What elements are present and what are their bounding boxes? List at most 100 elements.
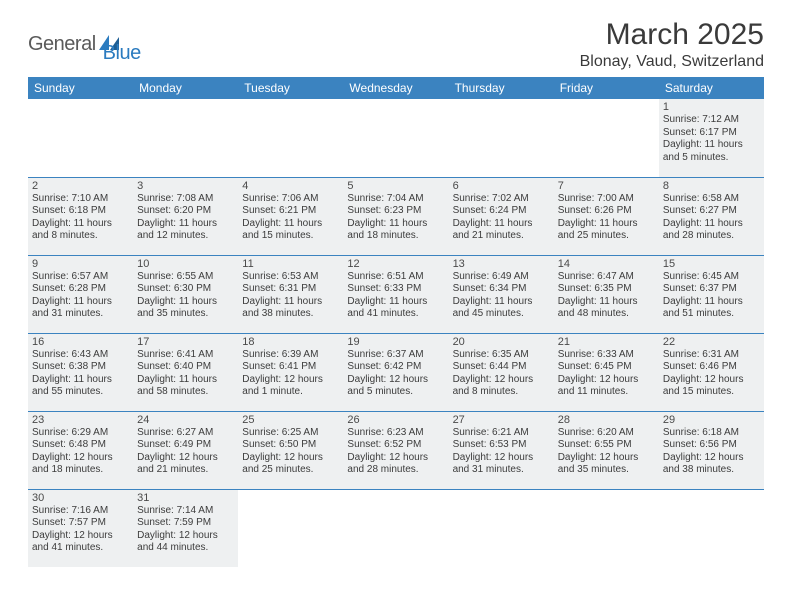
day-number: 14 [558, 258, 655, 270]
sunset-text: Sunset: 6:31 PM [242, 283, 339, 296]
day-number: 3 [137, 180, 234, 192]
daylight-text: and 41 minutes. [347, 308, 444, 321]
daylight-text: and 38 minutes. [242, 308, 339, 321]
empty-content [133, 99, 238, 177]
daylight-text: Daylight: 11 hours [453, 218, 550, 231]
calendar-empty-cell [343, 99, 448, 177]
calendar-day-cell: 18Sunrise: 6:39 AMSunset: 6:41 PMDayligh… [238, 333, 343, 411]
calendar-week-row: 2Sunrise: 7:10 AMSunset: 6:18 PMDaylight… [28, 177, 764, 255]
daylight-text: Daylight: 12 hours [663, 452, 760, 465]
daylight-text: Daylight: 11 hours [242, 218, 339, 231]
day-number: 24 [137, 414, 234, 426]
daylight-text: and 18 minutes. [32, 464, 129, 477]
daylight-text: Daylight: 11 hours [137, 218, 234, 231]
calendar-day-cell: 26Sunrise: 6:23 AMSunset: 6:52 PMDayligh… [343, 411, 448, 489]
sunrise-text: Sunrise: 7:10 AM [32, 193, 129, 206]
sunset-text: Sunset: 6:21 PM [242, 205, 339, 218]
sunset-text: Sunset: 6:52 PM [347, 439, 444, 452]
sunrise-text: Sunrise: 6:27 AM [137, 427, 234, 440]
day-number: 28 [558, 414, 655, 426]
sunset-text: Sunset: 6:49 PM [137, 439, 234, 452]
calendar-day-cell: 31Sunrise: 7:14 AMSunset: 7:59 PMDayligh… [133, 489, 238, 567]
calendar-week-row: 30Sunrise: 7:16 AMSunset: 7:57 PMDayligh… [28, 489, 764, 567]
sunrise-text: Sunrise: 6:20 AM [558, 427, 655, 440]
day-content: 22Sunrise: 6:31 AMSunset: 6:46 PMDayligh… [659, 334, 764, 411]
daylight-text: Daylight: 11 hours [453, 296, 550, 309]
daylight-text: and 21 minutes. [453, 230, 550, 243]
calendar-page: General Blue March 2025 Blonay, Vaud, Sw… [0, 0, 792, 612]
calendar-day-cell: 25Sunrise: 6:25 AMSunset: 6:50 PMDayligh… [238, 411, 343, 489]
sunrise-text: Sunrise: 7:14 AM [137, 505, 234, 518]
sunrise-text: Sunrise: 6:45 AM [663, 271, 760, 284]
sunrise-text: Sunrise: 6:53 AM [242, 271, 339, 284]
daylight-text: and 18 minutes. [347, 230, 444, 243]
day-content: 14Sunrise: 6:47 AMSunset: 6:35 PMDayligh… [554, 256, 659, 333]
daylight-text: Daylight: 12 hours [347, 452, 444, 465]
calendar-empty-cell [28, 99, 133, 177]
calendar-body: 1Sunrise: 7:12 AMSunset: 6:17 PMDaylight… [28, 99, 764, 567]
day-content: 6Sunrise: 7:02 AMSunset: 6:24 PMDaylight… [449, 178, 554, 255]
sunrise-text: Sunrise: 6:51 AM [347, 271, 444, 284]
sunset-text: Sunset: 6:26 PM [558, 205, 655, 218]
sunrise-text: Sunrise: 6:18 AM [663, 427, 760, 440]
empty-content [343, 99, 448, 177]
calendar-day-cell: 2Sunrise: 7:10 AMSunset: 6:18 PMDaylight… [28, 177, 133, 255]
day-content: 23Sunrise: 6:29 AMSunset: 6:48 PMDayligh… [28, 412, 133, 489]
day-number: 31 [137, 492, 234, 504]
daylight-text: Daylight: 12 hours [242, 374, 339, 387]
day-number: 13 [453, 258, 550, 270]
daylight-text: Daylight: 11 hours [242, 296, 339, 309]
day-number: 1 [663, 101, 760, 113]
day-content: 18Sunrise: 6:39 AMSunset: 6:41 PMDayligh… [238, 334, 343, 411]
day-content: 7Sunrise: 7:00 AMSunset: 6:26 PMDaylight… [554, 178, 659, 255]
sunset-text: Sunset: 7:57 PM [32, 517, 129, 530]
calendar-day-cell: 16Sunrise: 6:43 AMSunset: 6:38 PMDayligh… [28, 333, 133, 411]
empty-content [28, 99, 133, 177]
sunrise-text: Sunrise: 7:12 AM [663, 114, 760, 127]
sunset-text: Sunset: 6:28 PM [32, 283, 129, 296]
daylight-text: and 31 minutes. [32, 308, 129, 321]
calendar-day-cell: 13Sunrise: 6:49 AMSunset: 6:34 PMDayligh… [449, 255, 554, 333]
calendar-week-row: 16Sunrise: 6:43 AMSunset: 6:38 PMDayligh… [28, 333, 764, 411]
daylight-text: and 5 minutes. [663, 152, 760, 165]
sunset-text: Sunset: 6:55 PM [558, 439, 655, 452]
day-content: 27Sunrise: 6:21 AMSunset: 6:53 PMDayligh… [449, 412, 554, 489]
daylight-text: and 15 minutes. [663, 386, 760, 399]
daylight-text: Daylight: 12 hours [137, 452, 234, 465]
day-number: 17 [137, 336, 234, 348]
calendar-day-cell: 4Sunrise: 7:06 AMSunset: 6:21 PMDaylight… [238, 177, 343, 255]
weekday-header: Saturday [659, 77, 764, 99]
sunset-text: Sunset: 6:18 PM [32, 205, 129, 218]
day-number: 9 [32, 258, 129, 270]
daylight-text: and 21 minutes. [137, 464, 234, 477]
day-content: 26Sunrise: 6:23 AMSunset: 6:52 PMDayligh… [343, 412, 448, 489]
sunrise-text: Sunrise: 6:37 AM [347, 349, 444, 362]
daylight-text: and 51 minutes. [663, 308, 760, 321]
day-content: 11Sunrise: 6:53 AMSunset: 6:31 PMDayligh… [238, 256, 343, 333]
calendar-day-cell: 5Sunrise: 7:04 AMSunset: 6:23 PMDaylight… [343, 177, 448, 255]
empty-content [554, 490, 659, 568]
calendar-day-cell: 24Sunrise: 6:27 AMSunset: 6:49 PMDayligh… [133, 411, 238, 489]
daylight-text: and 15 minutes. [242, 230, 339, 243]
sunrise-text: Sunrise: 6:39 AM [242, 349, 339, 362]
sunrise-text: Sunrise: 6:47 AM [558, 271, 655, 284]
sunset-text: Sunset: 6:37 PM [663, 283, 760, 296]
page-header: General Blue March 2025 Blonay, Vaud, Sw… [28, 18, 764, 71]
calendar-empty-cell [343, 489, 448, 567]
calendar-empty-cell [659, 489, 764, 567]
sunset-text: Sunset: 6:30 PM [137, 283, 234, 296]
day-content: 10Sunrise: 6:55 AMSunset: 6:30 PMDayligh… [133, 256, 238, 333]
sunset-text: Sunset: 6:53 PM [453, 439, 550, 452]
sunset-text: Sunset: 7:59 PM [137, 517, 234, 530]
day-content: 19Sunrise: 6:37 AMSunset: 6:42 PMDayligh… [343, 334, 448, 411]
calendar-day-cell: 23Sunrise: 6:29 AMSunset: 6:48 PMDayligh… [28, 411, 133, 489]
day-content: 9Sunrise: 6:57 AMSunset: 6:28 PMDaylight… [28, 256, 133, 333]
empty-content [238, 99, 343, 177]
month-title: March 2025 [580, 18, 764, 51]
day-number: 4 [242, 180, 339, 192]
daylight-text: Daylight: 11 hours [32, 374, 129, 387]
logo-text-blue: Blue [103, 42, 141, 65]
day-number: 7 [558, 180, 655, 192]
calendar-day-cell: 15Sunrise: 6:45 AMSunset: 6:37 PMDayligh… [659, 255, 764, 333]
sunset-text: Sunset: 6:27 PM [663, 205, 760, 218]
